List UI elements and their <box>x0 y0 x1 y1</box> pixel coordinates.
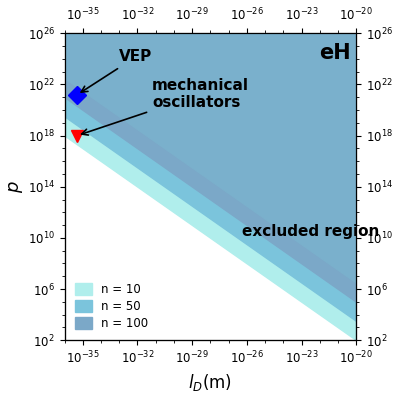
Text: excluded region: excluded region <box>242 224 379 239</box>
Text: mechanical
oscillators: mechanical oscillators <box>82 78 249 135</box>
Text: eH: eH <box>319 44 351 64</box>
Y-axis label: $p$: $p$ <box>7 180 25 193</box>
Text: VEP: VEP <box>81 50 152 92</box>
X-axis label: $l_D$(m): $l_D$(m) <box>188 372 232 393</box>
Legend: n = 10, n = 50, n = 100: n = 10, n = 50, n = 100 <box>70 279 153 334</box>
